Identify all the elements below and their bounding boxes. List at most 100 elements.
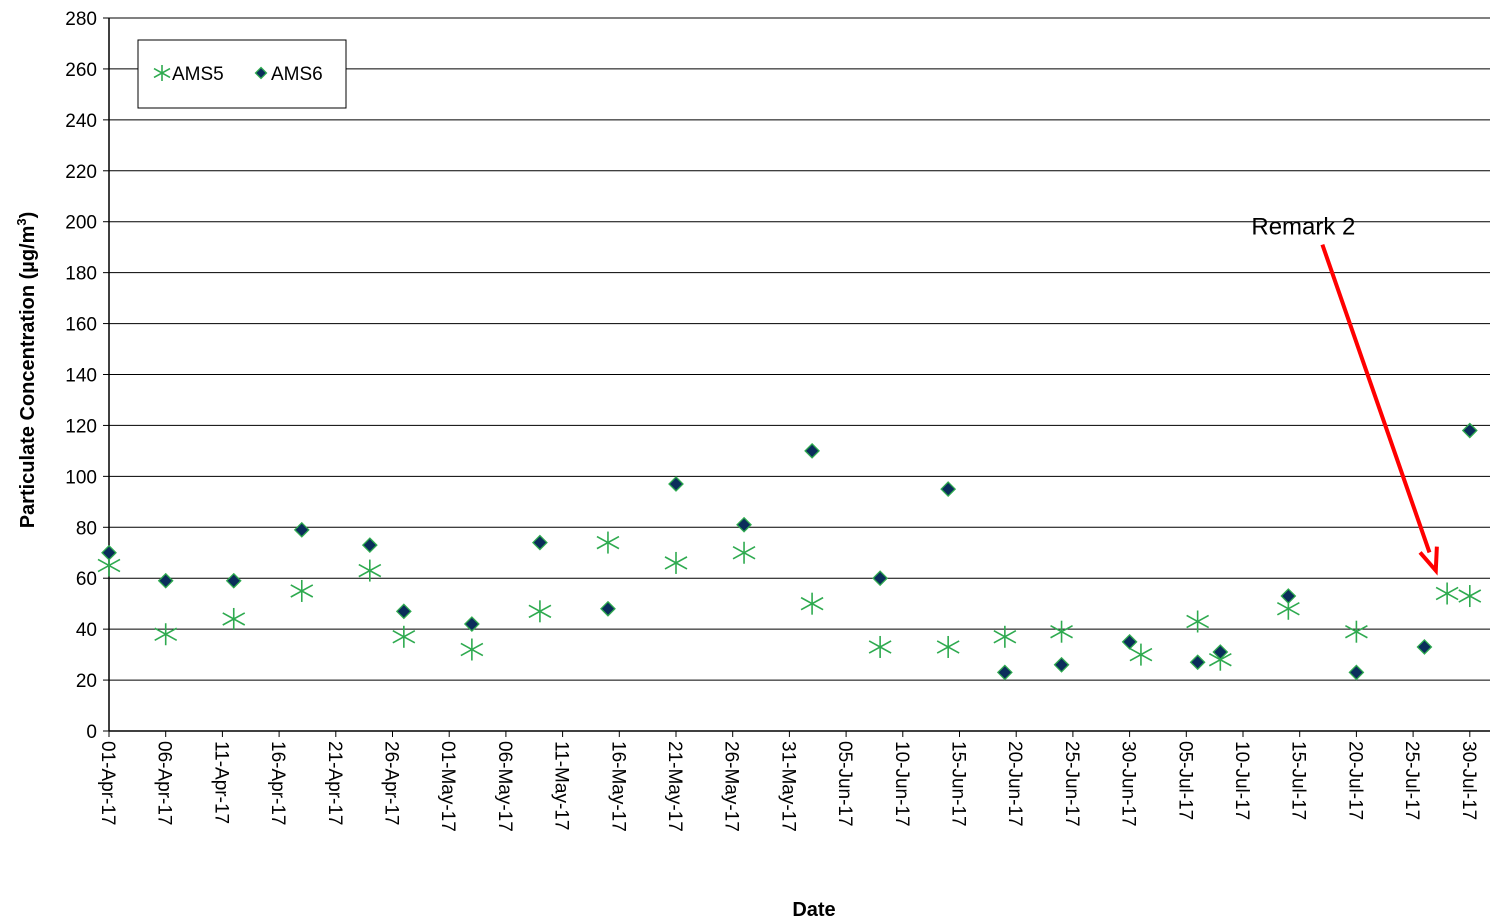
legend: AMS5 AMS6: [137, 39, 347, 109]
marker-shape: [254, 66, 268, 80]
data-point: [460, 638, 484, 661]
y-tick-label: 180: [65, 264, 97, 285]
data-point: [101, 544, 117, 561]
data-point: [361, 537, 378, 554]
y-tick-labels: 0 20 40 60 80 100 120 140 160 180 200 220 240 260 280: [65, 9, 97, 743]
x-tick-label: 30-Jun-17: [1118, 741, 1139, 827]
y-tick-label: 140: [65, 366, 97, 387]
marker-shape: [1212, 644, 1229, 660]
x-tick-label: 06-May-17: [494, 741, 515, 832]
x-tick-label: 05-Jun-17: [834, 741, 855, 827]
x-tick-label: 26-Apr-17: [381, 741, 402, 826]
y-axis-label: Particulate Concentration (µg/m3): [14, 212, 39, 529]
data-point: [1053, 656, 1070, 673]
y-tick-label: 100: [65, 467, 97, 488]
data-point: [996, 664, 1013, 681]
data-point: [993, 625, 1017, 648]
data-point: [596, 531, 620, 554]
marker-shape: [463, 616, 480, 632]
marker-shape: [1189, 654, 1206, 671]
marker-shape: [157, 572, 174, 589]
x-tick-label: 10-Jul-17: [1231, 741, 1252, 820]
data-point: [532, 534, 548, 551]
data-point: [1435, 582, 1459, 605]
y-tick-label: 120: [65, 416, 97, 437]
x-tick-label: 20-Jun-17: [1004, 741, 1025, 827]
x-tick-label: 20-Jul-17: [1344, 741, 1365, 820]
data-point: [1416, 639, 1433, 655]
x-tick-label: 01-Apr-17: [97, 741, 118, 826]
data-point: [1461, 422, 1478, 439]
x-tick-label: 26-May-17: [721, 741, 742, 832]
y-tick-label: 60: [76, 569, 97, 590]
marker-shape: [1416, 639, 1433, 655]
data-point: [1129, 643, 1153, 666]
data-point: [528, 600, 552, 623]
data-point: [940, 481, 957, 498]
marker-shape: [872, 570, 889, 587]
data-point: [804, 442, 820, 459]
data-point: [868, 635, 892, 658]
x-tick-label: 21-Apr-17: [324, 741, 345, 826]
x-tick-label: 31-May-17: [777, 741, 798, 832]
data-point: [225, 572, 242, 589]
marker-shape: [804, 442, 820, 459]
data-point: [157, 572, 174, 589]
data-point: [736, 516, 752, 533]
data-point: [1189, 654, 1206, 671]
x-tick-label: 15-Jun-17: [948, 741, 969, 827]
marker-shape: [1461, 422, 1478, 439]
x-tick-label: 11-Apr-17: [210, 741, 231, 824]
marker-shape: [940, 481, 957, 498]
legend-label: AMS5: [172, 64, 224, 85]
data-point: [600, 600, 616, 617]
data-point: [732, 541, 756, 564]
y-tick-label: 240: [65, 111, 97, 132]
x-tick-label: 21-May-17: [664, 741, 685, 832]
x-tick-label: 15-Jul-17: [1288, 741, 1309, 820]
data-point: [392, 625, 416, 648]
data-point: [664, 551, 688, 574]
marker-shape: [1280, 588, 1297, 604]
y-tick-label: 20: [76, 671, 97, 692]
y-tick-label: 260: [65, 60, 97, 81]
marker-shape: [600, 600, 616, 617]
x-tick-label: 11-May-17: [551, 741, 572, 830]
annotation: Remark 2: [1251, 213, 1439, 576]
data-point: [1186, 610, 1210, 633]
marker-shape: [101, 544, 117, 561]
y-tick-label: 80: [76, 518, 97, 539]
gridlines: [109, 17, 1490, 681]
x-tick-label: 10-Jun-17: [891, 741, 912, 827]
annotation-text: Remark 2: [1251, 213, 1355, 240]
data-point: [1050, 620, 1073, 643]
legend-label: AMS6: [271, 64, 323, 85]
data-point: [290, 579, 314, 602]
x-tick-label: 01-May-17: [437, 741, 458, 832]
y-axis-label-tail: ): [17, 212, 39, 219]
legend-box: [137, 39, 347, 109]
marker-shape: [395, 603, 412, 620]
data-point: [154, 623, 178, 646]
y-axis-label-main: Particulate Concentration (µg/m: [17, 226, 39, 529]
x-tick-label: 30-Jul-17: [1458, 741, 1479, 820]
x-axis-label: Date: [792, 899, 835, 921]
data-point: [1345, 620, 1368, 643]
marker-shape: [361, 537, 378, 554]
marker-shape: [996, 664, 1013, 681]
marker-shape: [668, 476, 684, 492]
data-point: [1280, 588, 1297, 604]
data-point: [1458, 585, 1482, 608]
y-tick-label: 220: [65, 162, 97, 183]
data-point: [936, 635, 960, 658]
data-point: [463, 616, 480, 632]
marker-shape: [293, 521, 310, 538]
x-tick-label: 16-Apr-17: [267, 741, 288, 826]
marker-shape: [225, 572, 242, 589]
data-point: [1121, 633, 1138, 650]
marker-shape: [532, 534, 548, 551]
data-point: [222, 607, 246, 630]
y-tick-label: 200: [65, 213, 97, 234]
data-point: [668, 476, 684, 492]
